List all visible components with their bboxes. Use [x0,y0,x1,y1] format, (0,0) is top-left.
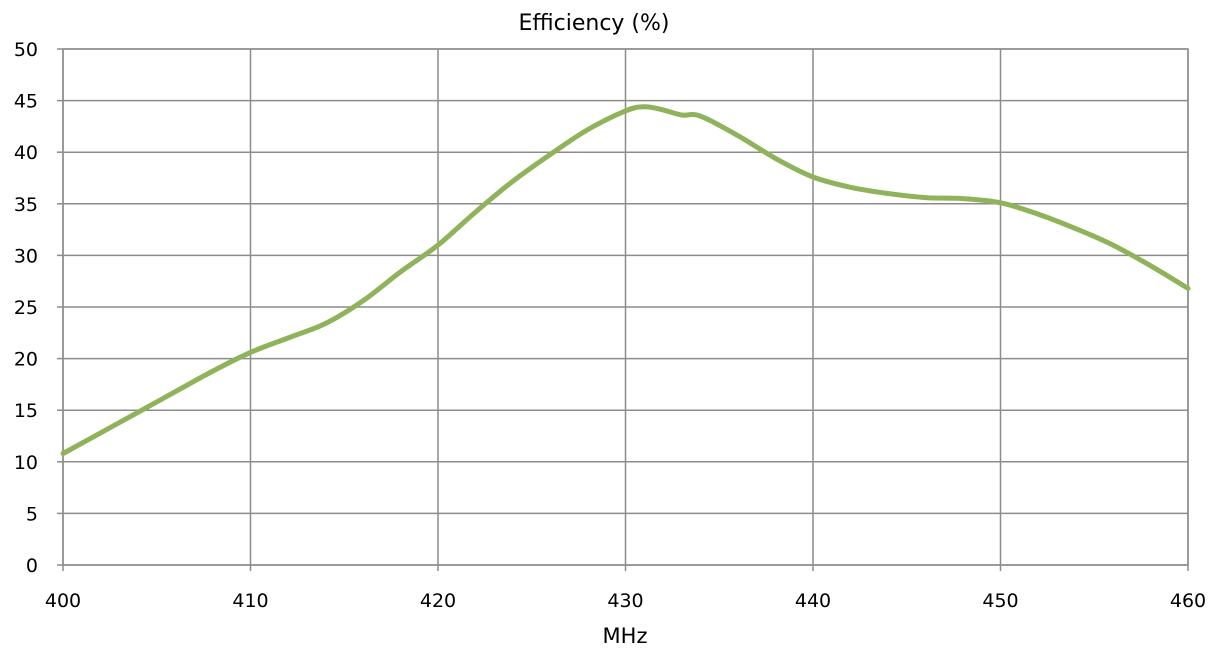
x-axis-label: MHz [603,624,648,648]
y-tick-label: 40 [14,142,38,164]
x-tick-label: 430 [607,590,643,612]
y-tick-label: 0 [26,555,38,577]
y-tick-label: 5 [26,503,38,525]
y-tick-label: 10 [14,452,38,474]
x-tick-label: 450 [982,590,1018,612]
y-tick-label: 50 [14,39,38,61]
x-tick-label: 410 [232,590,268,612]
y-tick-label: 15 [14,400,38,422]
y-tick-label: 45 [14,91,38,113]
series-line-efficiency [60,104,1191,456]
y-axis: 0 5 10 15 20 25 30 35 40 45 50 [14,39,63,577]
x-axis: 400 410 420 430 440 450 460 [45,565,1206,612]
y-tick-label: 30 [14,245,38,267]
x-tick-label: 400 [45,590,81,612]
x-tick-label: 440 [795,590,831,612]
chart-title: Efficiency (%) [518,11,669,36]
x-tick-label: 420 [420,590,456,612]
x-tick-label: 460 [1170,590,1206,612]
y-tick-label: 25 [14,297,38,319]
grid [62,48,1189,566]
y-tick-label: 35 [14,194,38,216]
y-tick-label: 20 [14,349,38,371]
